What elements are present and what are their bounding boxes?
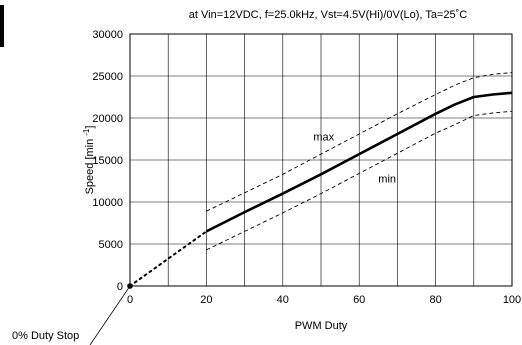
- annotations: max min 0% Duty Stop: [12, 132, 396, 345]
- grid: [130, 34, 512, 286]
- series-line-min: [206, 110, 513, 251]
- y-tick-label: 30000: [92, 29, 123, 41]
- x-tick-label: 80: [429, 294, 441, 306]
- x-tick-label: 60: [353, 294, 365, 306]
- plot-frame: [129, 33, 513, 287]
- series-lines: [127, 72, 513, 289]
- annotation-min: min: [378, 174, 396, 186]
- y-tick-label: 20000: [92, 113, 123, 125]
- chart-title: at Vin=12VDC, f=25.0kHz, Vst=4.5V(Hi)/0V…: [189, 9, 467, 21]
- y-tick-label: 15000: [92, 155, 123, 167]
- annotation-leader-line: [89, 285, 131, 345]
- y-axis-title-close: ]: [84, 126, 96, 129]
- y-axis-title-sup: -1: [82, 128, 91, 136]
- y-tick-label: 10000: [92, 197, 123, 209]
- x-tick-label: 20: [200, 294, 212, 306]
- y-axis-title: Speed [min -1]: [82, 126, 96, 195]
- series-line-solid-bold: [205, 91, 513, 233]
- x-axis-title: PWM Duty: [295, 320, 348, 332]
- edge-marker: [0, 5, 4, 47]
- y-tick-label: 25000: [92, 71, 123, 83]
- series-line-dotted: [129, 230, 208, 287]
- annotation-duty-stop: 0% Duty Stop: [12, 330, 79, 342]
- y-tick-label: 5000: [99, 239, 123, 251]
- annotation-max: max: [313, 132, 334, 144]
- series-line-max: [206, 72, 513, 212]
- tick-labels: 0 20 40 60 80 100 0 5000 10000 15000 20000 25000 300…: [92, 29, 521, 306]
- x-tick-label: 100: [503, 294, 521, 306]
- x-tick-label: 0: [127, 294, 133, 306]
- x-tick-label: 40: [277, 294, 289, 306]
- y-axis-title-main: Speed [min: [84, 139, 96, 195]
- y-tick-label: 0: [117, 281, 123, 293]
